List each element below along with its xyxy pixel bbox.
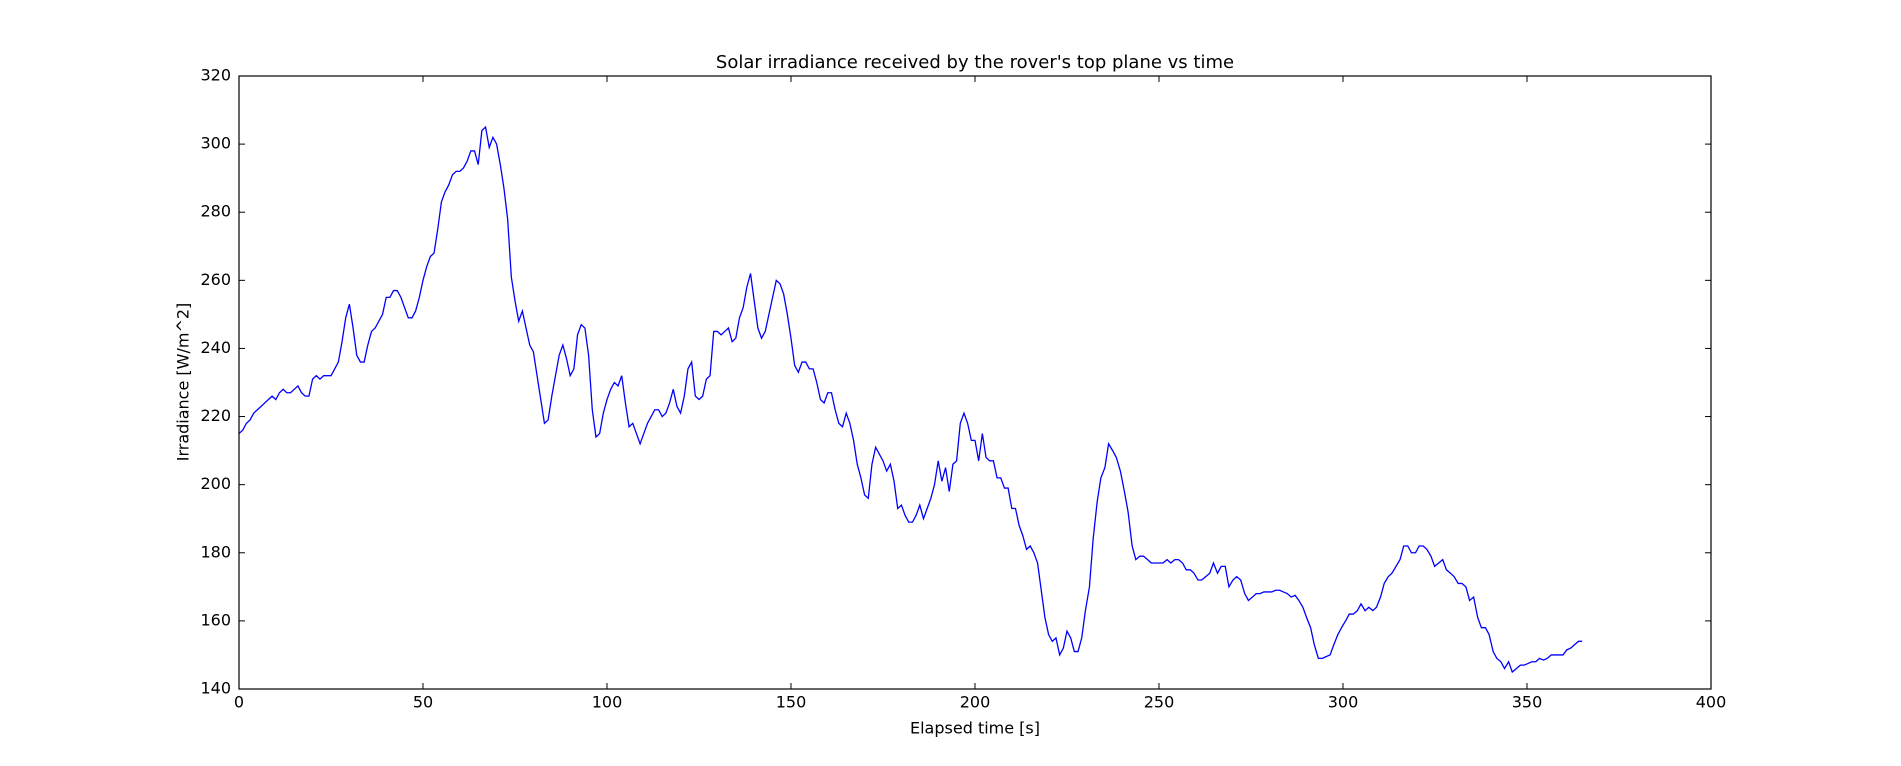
chart-title: Solar irradiance received by the rover's… (716, 52, 1234, 73)
x-tick-label: 0 (234, 693, 244, 712)
x-axis-label: Elapsed time [s] (910, 719, 1040, 738)
y-tick-label: 300 (200, 134, 231, 153)
y-tick-label: 220 (200, 406, 231, 425)
x-tick-label: 250 (1144, 693, 1175, 712)
y-tick-label: 180 (200, 542, 231, 561)
x-tick-label: 300 (1328, 693, 1359, 712)
x-tick-label: 350 (1512, 693, 1543, 712)
y-tick-label: 140 (200, 679, 231, 698)
x-tick-label: 50 (413, 693, 433, 712)
y-tick-label: 240 (200, 338, 231, 357)
y-tick-label: 200 (200, 474, 231, 493)
data-line (238, 125, 1583, 674)
x-tick-label: 100 (592, 693, 623, 712)
plot-frame (238, 75, 1712, 690)
y-axis-label: Irradiance [W/m^2] (174, 303, 193, 462)
x-tick-label: 400 (1696, 693, 1727, 712)
y-tick-label: 280 (200, 202, 231, 221)
x-tick-label: 150 (776, 693, 807, 712)
y-tick-label: 160 (200, 610, 231, 629)
y-tick-label: 320 (200, 66, 231, 85)
y-tick-label: 260 (200, 270, 231, 289)
x-tick-label: 200 (960, 693, 991, 712)
